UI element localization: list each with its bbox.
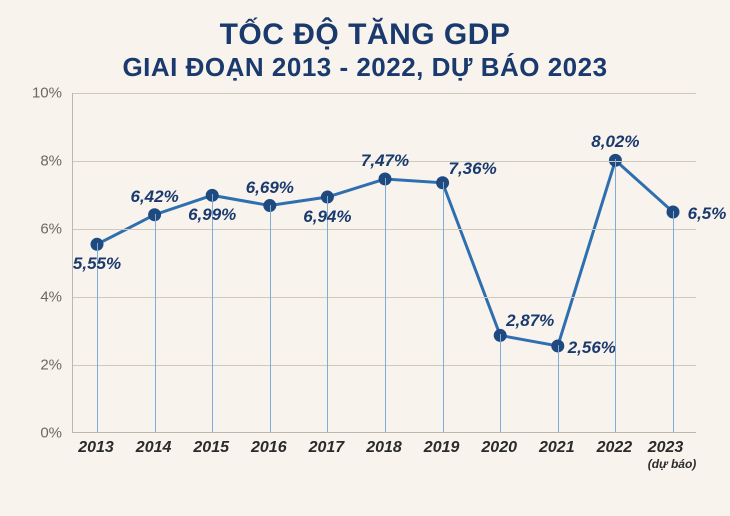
y-tick-label: 4%	[40, 289, 62, 306]
value-label: 5,55%	[73, 254, 121, 274]
value-label: 2,56%	[568, 338, 616, 358]
x-axis: 2013 2014 2015 2016 2017 2018 2019 2020 2021 2022…	[72, 433, 696, 473]
drop-line	[155, 214, 156, 432]
y-axis: 0%2%4%6%8%10%	[22, 93, 68, 433]
value-label: 6,42%	[130, 187, 178, 207]
y-tick-label: 8%	[40, 153, 62, 170]
value-label: 2,87%	[506, 311, 554, 331]
title-line-2: GIAI ĐOẠN 2013 - 2022, DỰ BÁO 2023	[22, 52, 708, 83]
x-tick-label: 2014	[136, 439, 172, 457]
value-label: 6,94%	[303, 207, 351, 227]
y-tick-label: 0%	[40, 425, 62, 442]
chart-title: TỐC ĐỘ TĂNG GDP GIAI ĐOẠN 2013 - 2022, D…	[22, 18, 708, 83]
value-label: 7,36%	[448, 159, 496, 179]
drop-line	[327, 196, 328, 432]
value-label: 6,99%	[188, 205, 236, 225]
x-tick-label: 2021	[539, 439, 575, 457]
x-tick-label: 2013	[78, 439, 114, 457]
x-tick-label: 2016	[251, 439, 287, 457]
drop-line	[270, 205, 271, 432]
y-tick-label: 10%	[32, 85, 62, 102]
drop-line	[212, 194, 213, 432]
y-tick-label: 6%	[40, 221, 62, 238]
drop-line	[558, 345, 559, 432]
x-tick-label: 2015	[193, 439, 229, 457]
x-tick-label: 2019	[424, 439, 460, 457]
value-label: 8,02%	[591, 132, 639, 152]
x-tick-label: 2018	[366, 439, 402, 457]
value-label: 7,47%	[361, 151, 409, 171]
y-tick-label: 2%	[40, 357, 62, 374]
x-tick-label: 2017	[309, 439, 345, 457]
grid-line	[73, 93, 696, 94]
drop-line	[385, 178, 386, 432]
plot-area: 5,55% 6,42% 6,99% 6,69% 6,94% 7,47% 7,36% 2,87%…	[72, 93, 696, 433]
x-tick-label: 2020	[481, 439, 517, 457]
gdp-line-chart: 0%2%4%6%8%10% 5,55%6,42%6,99%6,69%6,94%7…	[22, 93, 708, 473]
drop-line	[615, 159, 616, 432]
value-label: 6,5%	[688, 204, 727, 224]
drop-line	[500, 334, 501, 432]
x-sub-label: (dự báo)	[648, 457, 697, 471]
drop-line	[673, 211, 674, 432]
x-tick-label: 2022	[597, 439, 633, 457]
x-tick-label: 2023(dự báo)	[648, 439, 697, 471]
drop-line	[443, 182, 444, 432]
value-label: 6,69%	[246, 178, 294, 198]
title-line-1: TỐC ĐỘ TĂNG GDP	[22, 18, 708, 52]
